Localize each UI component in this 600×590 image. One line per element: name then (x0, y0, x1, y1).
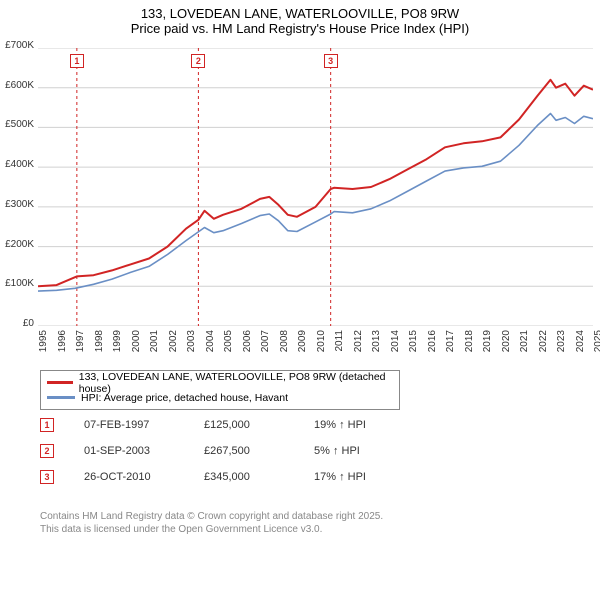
y-tick-label: £600K (5, 80, 34, 91)
legend-swatch-0 (47, 381, 73, 384)
x-tick-label: 2005 (223, 330, 234, 358)
title-block: 133, LOVEDEAN LANE, WATERLOOVILLE, PO8 9… (0, 0, 600, 38)
chart-container: 133, LOVEDEAN LANE, WATERLOOVILLE, PO8 9… (0, 0, 600, 590)
title-address: 133, LOVEDEAN LANE, WATERLOOVILLE, PO8 9… (0, 6, 600, 21)
x-tick-label: 2014 (390, 330, 401, 358)
y-tick-label: £400K (5, 159, 34, 170)
legend-box: 133, LOVEDEAN LANE, WATERLOOVILLE, PO8 9… (40, 370, 400, 410)
x-tick-label: 2013 (371, 330, 382, 358)
footer-line1: Contains HM Land Registry data © Crown c… (40, 510, 383, 523)
transaction-row: 3 26-OCT-2010£345,00017% ↑ HPI (40, 464, 394, 490)
y-tick-label: £200K (5, 239, 34, 250)
x-tick-label: 1998 (94, 330, 105, 358)
x-tick-label: 1995 (38, 330, 49, 358)
x-tick-label: 1996 (57, 330, 68, 358)
y-tick-label: £300K (5, 199, 34, 210)
x-tick-label: 2001 (149, 330, 160, 358)
transaction-marker: 1 (40, 418, 54, 432)
x-tick-label: 2015 (408, 330, 419, 358)
x-tick-label: 2024 (575, 330, 586, 358)
x-tick-label: 2002 (168, 330, 179, 358)
x-tick-label: 2021 (519, 330, 530, 358)
x-tick-label: 2008 (279, 330, 290, 358)
transaction-row: 1 07-FEB-1997£125,00019% ↑ HPI (40, 412, 394, 438)
x-tick-label: 2012 (353, 330, 364, 358)
transaction-pct: 17% ↑ HPI (314, 471, 394, 483)
x-tick-label: 2022 (538, 330, 549, 358)
x-tick-label: 2016 (427, 330, 438, 358)
transaction-pct: 5% ↑ HPI (314, 445, 394, 457)
x-tick-label: 2018 (464, 330, 475, 358)
title-subtitle: Price paid vs. HM Land Registry's House … (0, 21, 600, 36)
footer-line2: This data is licensed under the Open Gov… (40, 523, 383, 536)
x-tick-label: 2019 (482, 330, 493, 358)
x-tick-label: 2006 (242, 330, 253, 358)
transaction-date: 07-FEB-1997 (84, 419, 204, 431)
legend-swatch-1 (47, 396, 75, 399)
transaction-date: 01-SEP-2003 (84, 445, 204, 457)
transaction-marker: 3 (40, 470, 54, 484)
x-tick-label: 2017 (445, 330, 456, 358)
legend-row-0: 133, LOVEDEAN LANE, WATERLOOVILLE, PO8 9… (47, 375, 393, 390)
x-tick-label: 2010 (316, 330, 327, 358)
chart-marker-3: 3 (324, 54, 338, 68)
x-tick-label: 2004 (205, 330, 216, 358)
chart-marker-2: 2 (191, 54, 205, 68)
transaction-price: £345,000 (204, 471, 314, 483)
x-tick-label: 2003 (186, 330, 197, 358)
x-tick-label: 2011 (334, 330, 345, 358)
chart-area: £0£100K£200K£300K£400K£500K£600K£700K 19… (38, 48, 593, 326)
legend-label-1: HPI: Average price, detached house, Hava… (81, 392, 288, 404)
footer: Contains HM Land Registry data © Crown c… (40, 510, 383, 536)
x-tick-label: 2000 (131, 330, 142, 358)
transaction-marker: 2 (40, 444, 54, 458)
x-tick-label: 2023 (556, 330, 567, 358)
x-tick-label: 2007 (260, 330, 271, 358)
transaction-table: 1 07-FEB-1997£125,00019% ↑ HPI 2 01-SEP-200… (40, 412, 394, 490)
chart-svg (38, 48, 593, 326)
transaction-date: 26-OCT-2010 (84, 471, 204, 483)
x-tick-label: 2009 (297, 330, 308, 358)
x-tick-label: 2020 (501, 330, 512, 358)
x-axis-labels: 1995 1996 1997 1998 1999 2000 2001 2002 2003 2004… (38, 328, 593, 362)
y-tick-label: £700K (5, 40, 34, 51)
x-tick-label: 2025 (593, 330, 600, 358)
chart-marker-1: 1 (70, 54, 84, 68)
y-axis-labels: £0 £100K £200K £300K £400K £500K £600K £700K (0, 40, 36, 334)
transaction-price: £267,500 (204, 445, 314, 457)
transaction-pct: 19% ↑ HPI (314, 419, 394, 431)
x-tick-label: 1997 (75, 330, 86, 358)
y-tick-label: £500K (5, 119, 34, 130)
x-tick-label: 1999 (112, 330, 123, 358)
transaction-price: £125,000 (204, 419, 314, 431)
y-tick-label: £0 (23, 318, 34, 329)
y-tick-label: £100K (5, 278, 34, 289)
transaction-row: 2 01-SEP-2003£267,5005% ↑ HPI (40, 438, 394, 464)
